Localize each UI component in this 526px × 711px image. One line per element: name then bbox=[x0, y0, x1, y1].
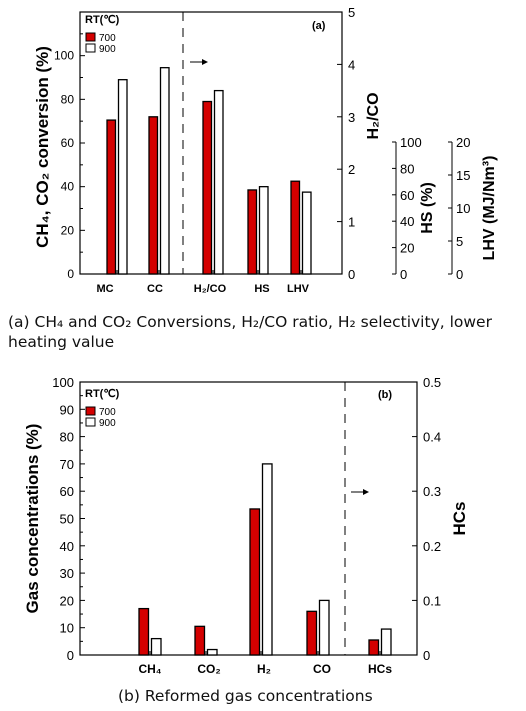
legend-swatch-700 bbox=[85, 32, 96, 42]
legend-swatch-900 bbox=[85, 43, 96, 53]
bar-700 bbox=[106, 119, 117, 275]
legend-label-900: 900 bbox=[99, 44, 116, 55]
x-tick-label-b: CO₂ bbox=[197, 662, 220, 676]
legend-swatch-700 bbox=[85, 406, 96, 416]
right-axis-label-lhv: LHV (MJ/Nm³) bbox=[481, 156, 498, 261]
bar-900 bbox=[213, 89, 224, 275]
right-tick-label-hs: 0 bbox=[400, 267, 407, 282]
y-axis-label-b: Gas concentrations (%) bbox=[23, 424, 42, 614]
bar-900 bbox=[318, 599, 330, 656]
plot-frame-b bbox=[79, 381, 418, 656]
right-tick-label-lhv: 0 bbox=[456, 267, 463, 282]
panel-label-b: (b) bbox=[378, 389, 392, 401]
legend-label-700: 700 bbox=[99, 407, 116, 418]
x-tick-label-b: CH₄ bbox=[138, 662, 161, 676]
right-tick-label-lhv: 10 bbox=[456, 201, 470, 216]
bar-700 bbox=[148, 116, 159, 275]
arrow-head-a bbox=[202, 59, 208, 65]
right-tick-label-h2co: 3 bbox=[348, 110, 355, 125]
x-tick-label-a: MC bbox=[96, 283, 113, 295]
y-tick-label-b: 20 bbox=[60, 593, 74, 608]
y-tick-label-a: 80 bbox=[61, 92, 75, 106]
y-tick-label-b: 50 bbox=[60, 512, 74, 527]
legend-title-b: RT(℃) bbox=[85, 388, 120, 400]
bar-700 bbox=[247, 189, 258, 275]
bar-700 bbox=[249, 508, 261, 656]
bar-900 bbox=[261, 463, 273, 656]
right-tick-label-hcs: 0.5 bbox=[423, 375, 441, 390]
right-tick-label-hcs: 0 bbox=[423, 648, 430, 663]
legend-title-a: RT(℃) bbox=[85, 14, 120, 26]
legend-label-700: 700 bbox=[99, 33, 116, 44]
bar-900 bbox=[159, 67, 170, 275]
bar-900 bbox=[206, 648, 218, 656]
x-tick-label-b: HCs bbox=[368, 662, 392, 676]
bar-700 bbox=[202, 100, 213, 275]
legend-swatch-900 bbox=[85, 417, 96, 427]
right-tick-label-hcs: 0.4 bbox=[423, 430, 441, 445]
caption-a: (a) CH₄ and CO₂ Conversions, H₂/CO ratio… bbox=[8, 313, 492, 351]
x-tick-label-b: H₂ bbox=[257, 662, 271, 676]
caption-b: (b) Reformed gas concentrations bbox=[118, 687, 373, 705]
right-axis-label-hs: HS (%) bbox=[419, 182, 436, 234]
y-tick-label-b: 10 bbox=[60, 621, 74, 636]
right-axis-label-h2co: H₂/CO bbox=[365, 92, 382, 139]
right-tick-label-hs: 20 bbox=[400, 241, 414, 256]
x-tick-label-b: CO bbox=[313, 662, 331, 676]
right-tick-label-hs: 60 bbox=[400, 188, 414, 203]
bar-700 bbox=[306, 610, 318, 656]
bar-900 bbox=[258, 186, 269, 275]
right-tick-label-hs: 80 bbox=[400, 161, 414, 176]
right-tick-label-hcs: 0.1 bbox=[423, 593, 441, 608]
right-tick-label-hs: 40 bbox=[400, 214, 414, 229]
y-tick-label-a: 40 bbox=[61, 180, 75, 194]
y-tick-label-b: 90 bbox=[60, 402, 74, 417]
y-tick-label-b: 70 bbox=[60, 457, 74, 472]
x-tick-label-a: HS bbox=[254, 283, 269, 295]
y-tick-label-a: 0 bbox=[67, 267, 74, 281]
bar-700 bbox=[194, 625, 206, 656]
right-tick-label-hs: 100 bbox=[400, 135, 422, 150]
bar-900 bbox=[301, 191, 312, 275]
bar-900 bbox=[117, 79, 128, 275]
y-tick-label-a: 60 bbox=[61, 136, 75, 150]
panel-label-a: (a) bbox=[312, 20, 326, 32]
bar-700 bbox=[290, 180, 301, 275]
right-tick-label-h2co: 0 bbox=[348, 267, 355, 282]
right-tick-label-h2co: 1 bbox=[348, 215, 355, 230]
bar-900 bbox=[380, 628, 392, 656]
y-tick-label-a: 20 bbox=[61, 223, 75, 237]
right-tick-label-lhv: 5 bbox=[456, 234, 463, 249]
x-tick-label-a: H₂/CO bbox=[194, 283, 227, 295]
right-tick-label-h2co: 4 bbox=[348, 57, 355, 72]
y-tick-label-b: 30 bbox=[60, 566, 74, 581]
y-tick-label-b: 100 bbox=[52, 375, 74, 390]
y-tick-label-b: 60 bbox=[60, 484, 74, 499]
bar-900 bbox=[150, 637, 162, 656]
bar-700 bbox=[368, 639, 380, 656]
right-tick-label-lhv: 20 bbox=[456, 135, 470, 150]
y-tick-label-b: 40 bbox=[60, 539, 74, 554]
y-axis-label-a: CH₄, CO₂ conversion (%) bbox=[33, 46, 52, 248]
y-tick-label-b: 0 bbox=[67, 648, 74, 663]
x-tick-label-a: CC bbox=[147, 283, 163, 295]
arrow-head-b bbox=[363, 489, 369, 495]
legend-label-900: 900 bbox=[99, 418, 116, 429]
right-tick-label-hcs: 0.2 bbox=[423, 539, 441, 554]
right-tick-label-h2co: 2 bbox=[348, 162, 355, 177]
bar-700 bbox=[138, 607, 150, 656]
right-tick-label-hcs: 0.3 bbox=[423, 484, 441, 499]
y-tick-label-a: 100 bbox=[54, 49, 74, 63]
right-tick-label-lhv: 15 bbox=[456, 168, 470, 183]
y-tick-label-b: 80 bbox=[60, 430, 74, 445]
x-tick-label-a: LHV bbox=[287, 283, 310, 295]
right-axis-label-hcs: HCs bbox=[450, 501, 469, 535]
right-tick-label-h2co: 5 bbox=[348, 5, 355, 20]
